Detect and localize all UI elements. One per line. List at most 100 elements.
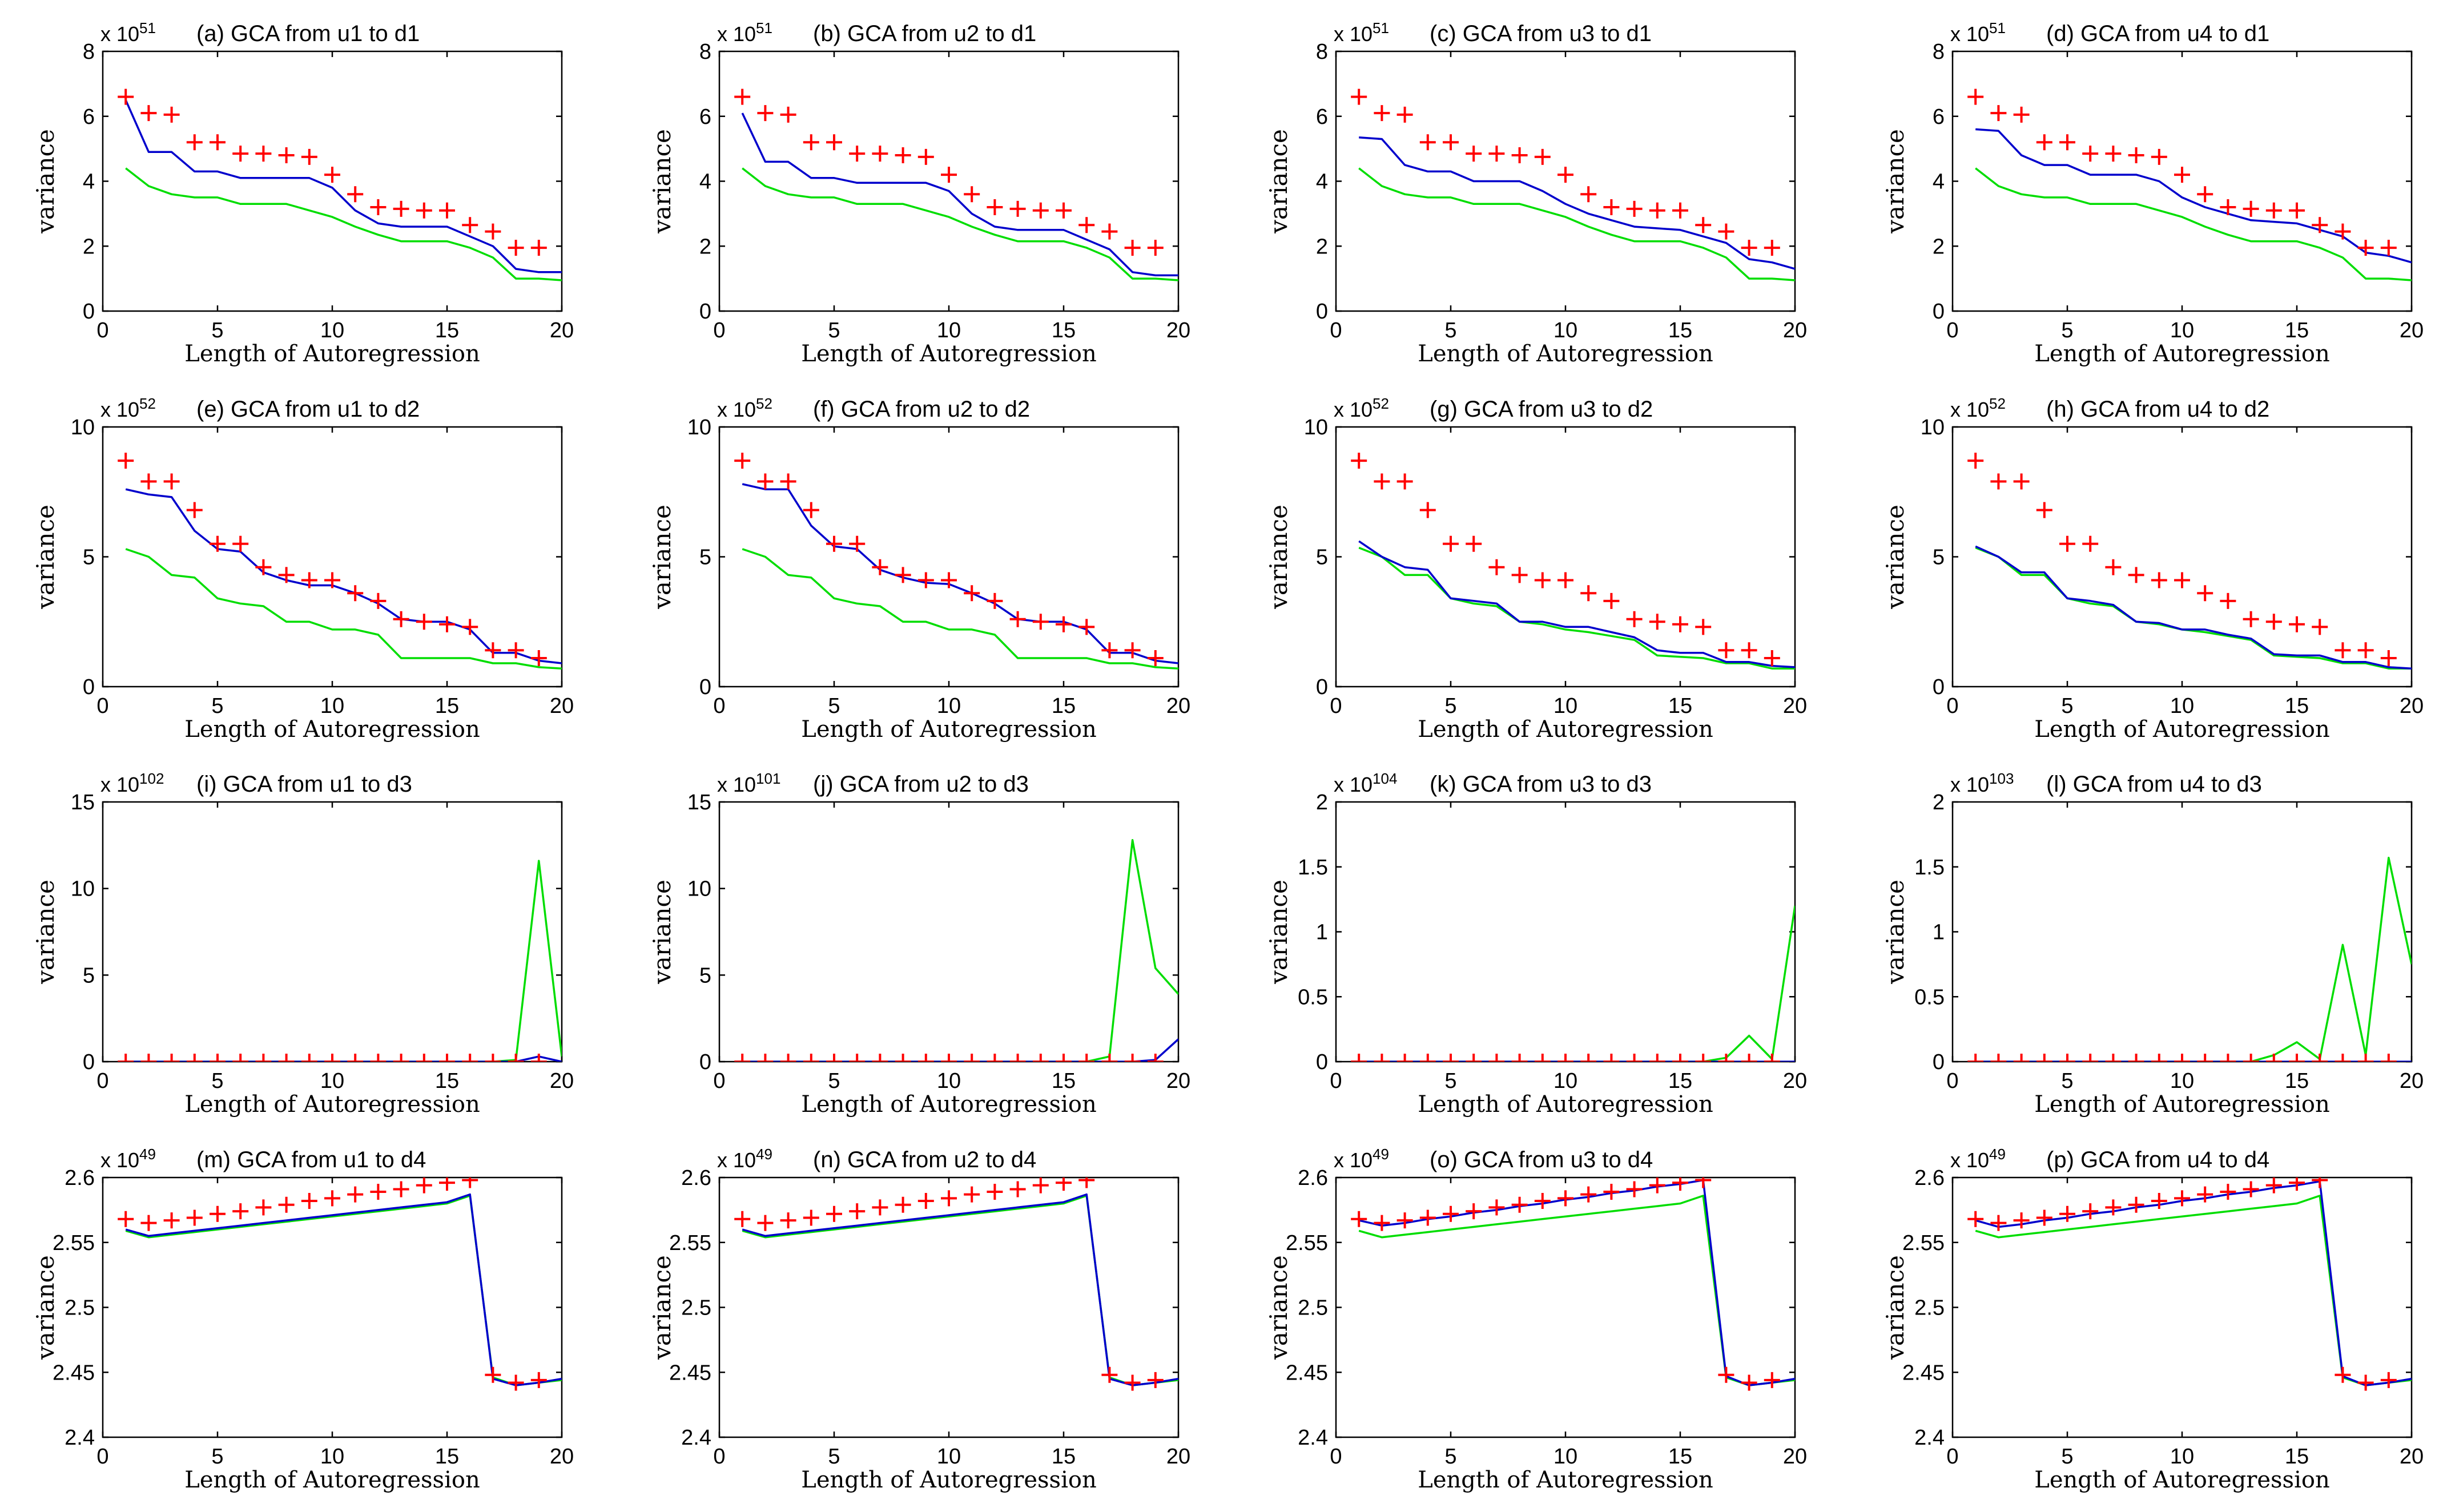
- data-point-plus: [324, 167, 340, 183]
- x-tick-label: 15: [2285, 1445, 2309, 1469]
- data-point-plus: [1374, 105, 1390, 122]
- x-tick-label: 15: [1668, 1069, 1692, 1093]
- series-green: [1358, 546, 1795, 670]
- y-tick-label: 0: [1316, 1050, 1328, 1074]
- subplot-title: (n) GCA from u2 to d4: [813, 1147, 1036, 1172]
- data-point-plus: [1990, 473, 2007, 490]
- data-point-plus: [2036, 1209, 2052, 1226]
- x-tick-label: 20: [1166, 1445, 1190, 1469]
- y-tick-label: 6: [699, 105, 711, 129]
- subplot-title: (f) GCA from u2 to d2: [813, 397, 1030, 422]
- data-point-plus: [964, 1054, 980, 1062]
- data-point-plus: [1718, 1366, 1734, 1383]
- data-point-plus: [2265, 1054, 2282, 1062]
- data-point-plus: [1396, 473, 1413, 490]
- data-point-plus: [1741, 240, 1757, 256]
- data-point-plus: [163, 106, 180, 123]
- data-point-plus: [324, 1190, 340, 1207]
- plot-area: [1967, 88, 2412, 281]
- data-point-plus: [1443, 134, 1459, 151]
- data-point-plus: [140, 473, 157, 490]
- subplot-k: 0 5 10 15 20 0 0.5 1 1.5 2x 10104 (k) GCA from u3 …: [1265, 770, 1807, 1118]
- axes-frame: [1951, 801, 2413, 1063]
- data-point-plus: [1967, 453, 1984, 469]
- data-point-plus: [2289, 202, 2305, 219]
- data-point-plus: [530, 240, 547, 256]
- data-point-plus: [1764, 650, 1780, 666]
- data-point-plus: [1967, 88, 1984, 105]
- data-point-plus: [1466, 1203, 1482, 1220]
- subplot-title: (p) GCA from u4 to d4: [2046, 1147, 2269, 1172]
- y-tick-label: 2.45: [1286, 1361, 1328, 1385]
- data-point-plus: [2220, 199, 2236, 215]
- data-point-plus: [872, 146, 888, 162]
- x-tick-label: 10: [937, 1069, 961, 1093]
- y-tick-label: 2: [699, 235, 711, 259]
- data-point-plus: [140, 105, 157, 122]
- data-point-plus: [508, 240, 524, 256]
- exponent-label: x 1052: [1334, 395, 1389, 421]
- x-tick-label: 20: [2400, 318, 2424, 342]
- subplot-p: 0 5 10 15 20 2.4 2.45 2.5 2.55 2.6x 1049 (p) GCA f…: [1881, 1146, 2424, 1493]
- y-tick-label: 5: [1316, 546, 1328, 570]
- data-point-plus: [301, 148, 317, 165]
- data-point-plus: [1488, 1199, 1505, 1216]
- series-green: [742, 838, 1178, 1062]
- data-point-plus: [780, 473, 796, 490]
- y-tick-label: 2: [1933, 791, 1945, 815]
- data-point-plus: [1511, 147, 1528, 163]
- y-tick-label: 6: [1933, 105, 1945, 129]
- exponent-label: x 1049: [717, 1146, 772, 1172]
- data-point-plus: [2335, 1054, 2351, 1062]
- data-point-plus: [255, 559, 272, 575]
- data-point-plus: [2312, 217, 2328, 233]
- data-point-plus: [826, 134, 842, 151]
- data-point-plus: [232, 1054, 249, 1062]
- data-point-plus: [416, 614, 432, 630]
- x-tick-label: 5: [828, 694, 840, 718]
- series-green: [125, 167, 562, 281]
- series-marker: [1967, 453, 2397, 666]
- y-tick-label: 2: [83, 235, 95, 259]
- x-tick-label: 15: [435, 694, 459, 718]
- exponent-value: 103: [1989, 770, 2014, 787]
- y-tick-label: 2.4: [1298, 1426, 1328, 1450]
- data-point-plus: [393, 1054, 409, 1062]
- data-point-plus: [255, 1054, 272, 1062]
- data-point-plus: [1078, 1178, 1095, 1188]
- data-point-plus: [186, 1054, 203, 1062]
- plot-area: [734, 453, 1178, 670]
- y-tick-label: 10: [71, 877, 95, 901]
- x-tick-label: 20: [1166, 694, 1190, 718]
- axes-frame: [102, 801, 563, 1063]
- plot-area: [1351, 88, 1795, 281]
- exponent-label: x 1052: [1950, 395, 2006, 421]
- series-marker: [1351, 1178, 1780, 1391]
- axes-frame: [102, 426, 563, 688]
- data-point-plus: [1626, 1054, 1643, 1062]
- data-point-plus: [2036, 1054, 2052, 1062]
- series-marker: [734, 88, 1164, 256]
- data-point-plus: [416, 1054, 432, 1062]
- x-tick-label: 0: [1946, 318, 1958, 342]
- axes-frame: [1951, 426, 2413, 688]
- x-tick-label: 0: [96, 1445, 108, 1469]
- y-tick-label: 4: [1316, 170, 1328, 194]
- subplot-title: (l) GCA from u4 to d3: [2046, 772, 2262, 797]
- series-marker: [118, 1178, 547, 1391]
- y-tick-label: 15: [71, 791, 95, 815]
- plot-area: [118, 88, 562, 281]
- exponent-label: x 10103: [1950, 770, 2014, 796]
- data-point-plus: [2289, 1054, 2305, 1062]
- x-tick-label: 15: [1052, 318, 1076, 342]
- x-tick-label: 5: [2061, 694, 2073, 718]
- data-point-plus: [1990, 1054, 2007, 1062]
- data-point-plus: [1649, 1054, 1665, 1062]
- y-tick-label: 2.5: [1298, 1296, 1328, 1320]
- data-point-plus: [2380, 240, 2397, 256]
- y-tick-label: 2.55: [1902, 1231, 1945, 1255]
- y-tick-label: 4: [83, 170, 95, 194]
- data-point-plus: [508, 642, 524, 659]
- data-point-plus: [2380, 650, 2397, 666]
